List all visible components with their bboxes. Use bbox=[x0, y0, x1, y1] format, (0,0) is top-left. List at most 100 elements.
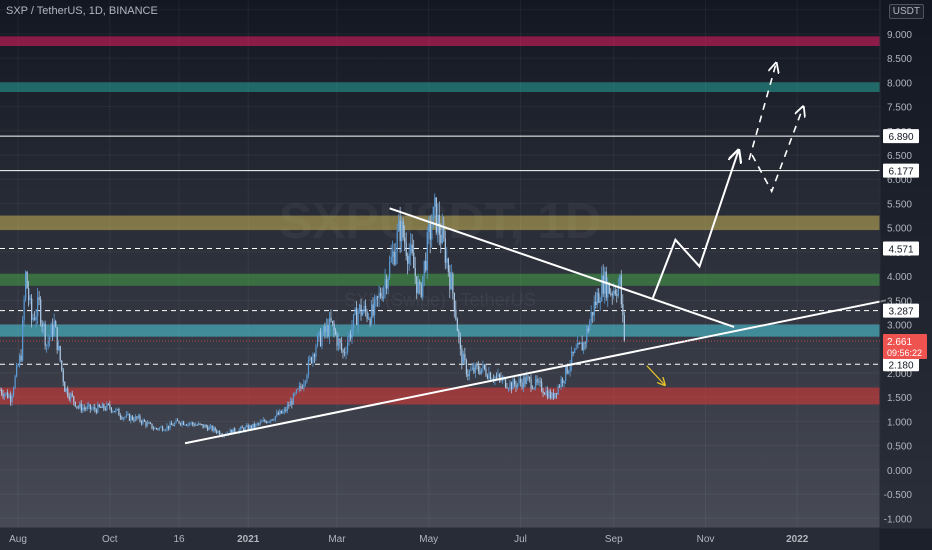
candle-body bbox=[50, 324, 52, 337]
candle-body bbox=[328, 317, 331, 337]
candle-body bbox=[419, 281, 421, 285]
candle-body bbox=[554, 392, 556, 399]
candle-body bbox=[289, 401, 292, 407]
candle-body bbox=[447, 258, 449, 272]
candle-body bbox=[178, 421, 180, 424]
candle-body bbox=[566, 365, 568, 374]
candle-body bbox=[580, 342, 582, 344]
candle-body bbox=[67, 388, 69, 397]
candle-body bbox=[405, 242, 407, 256]
candle-body bbox=[440, 234, 442, 244]
candle-body bbox=[386, 279, 388, 289]
candle-body bbox=[113, 411, 116, 413]
level-price-label-bg bbox=[883, 357, 919, 372]
candle-body bbox=[423, 260, 425, 276]
candle-body bbox=[13, 388, 15, 396]
candle-body bbox=[380, 292, 382, 297]
candle-body bbox=[590, 312, 592, 322]
projection-path-dashed[interactable] bbox=[748, 63, 776, 161]
candle-body bbox=[145, 421, 147, 426]
candle-body bbox=[595, 301, 597, 306]
candle-body bbox=[23, 299, 25, 321]
projection-path-solid[interactable] bbox=[651, 150, 739, 299]
current-price-label-bg[interactable] bbox=[883, 333, 927, 359]
candle-body bbox=[522, 377, 525, 388]
candle-body bbox=[65, 388, 67, 392]
candle-body bbox=[331, 320, 334, 324]
candle-body bbox=[244, 426, 246, 431]
trendline[interactable] bbox=[184, 299, 887, 445]
candle-body bbox=[402, 221, 404, 238]
candle-body bbox=[404, 237, 406, 243]
candle-body bbox=[273, 419, 275, 421]
projection-path-dashed[interactable] bbox=[751, 107, 803, 194]
candle-body bbox=[562, 379, 564, 384]
candle-body bbox=[172, 425, 174, 427]
candle-body bbox=[393, 251, 395, 265]
candle-body bbox=[264, 419, 266, 422]
level-price-label-bg bbox=[883, 241, 919, 256]
bearish-arrow[interactable] bbox=[646, 365, 665, 385]
candle-body bbox=[7, 392, 9, 398]
candle-body bbox=[158, 427, 161, 430]
candle-body bbox=[229, 429, 231, 435]
candle-body bbox=[518, 379, 520, 384]
candle-body bbox=[510, 382, 513, 390]
candle-body bbox=[5, 392, 7, 395]
candle-body bbox=[271, 419, 273, 421]
candle-body bbox=[545, 390, 547, 395]
candle-body bbox=[343, 352, 346, 354]
candle-body bbox=[175, 420, 177, 424]
price-zone[interactable] bbox=[0, 273, 880, 286]
price-zone[interactable] bbox=[0, 82, 880, 93]
candle-body bbox=[154, 428, 156, 430]
candle-body bbox=[103, 404, 105, 409]
candle-body bbox=[416, 276, 418, 294]
price-zone[interactable] bbox=[0, 387, 880, 405]
candle-body bbox=[310, 357, 313, 363]
candle-body bbox=[40, 299, 42, 324]
time-tick-label: Nov bbox=[697, 534, 715, 545]
level-price-label: 6.890 bbox=[888, 132, 913, 143]
price-tick-label: 7.500 bbox=[887, 103, 912, 114]
candle-body bbox=[104, 408, 106, 410]
currency-unit-badge[interactable]: USDT bbox=[888, 4, 924, 19]
price-tick-label: 2.000 bbox=[887, 369, 912, 380]
candle-body bbox=[107, 403, 110, 405]
candle-body bbox=[318, 331, 320, 336]
candle-body bbox=[11, 395, 13, 402]
candle-body bbox=[297, 388, 299, 390]
candle-body bbox=[109, 404, 111, 408]
candle-body bbox=[88, 404, 90, 406]
candle-body bbox=[196, 424, 198, 426]
price-tick-label: 1.500 bbox=[887, 393, 912, 404]
candle-body bbox=[548, 391, 550, 399]
candle-body bbox=[426, 232, 428, 271]
candle-body bbox=[58, 346, 60, 350]
price-zone[interactable] bbox=[0, 36, 880, 47]
price-tick-label: 1.000 bbox=[887, 417, 912, 428]
chart-title[interactable]: SXP / TetherUS, 1D, BINANCE bbox=[6, 5, 158, 17]
candle-body bbox=[495, 376, 498, 378]
candle-body bbox=[201, 424, 203, 426]
trendline[interactable] bbox=[389, 207, 735, 328]
candle-body bbox=[241, 426, 243, 429]
candle-body bbox=[49, 336, 51, 341]
candle-body bbox=[375, 296, 377, 300]
candle-body bbox=[149, 422, 152, 424]
candle-body bbox=[151, 423, 153, 429]
price-zone[interactable] bbox=[0, 324, 880, 337]
candle-body bbox=[85, 408, 87, 410]
candle-body bbox=[351, 328, 353, 339]
candle-body bbox=[106, 403, 108, 410]
candle-body bbox=[408, 253, 410, 264]
candle-body bbox=[211, 425, 213, 431]
price-zone[interactable] bbox=[0, 215, 880, 231]
candle-body bbox=[35, 316, 37, 320]
candle-body bbox=[177, 420, 179, 422]
candle-body bbox=[444, 238, 446, 263]
candle-body bbox=[593, 301, 595, 316]
candle-body bbox=[461, 348, 463, 364]
candle-body bbox=[285, 409, 287, 411]
